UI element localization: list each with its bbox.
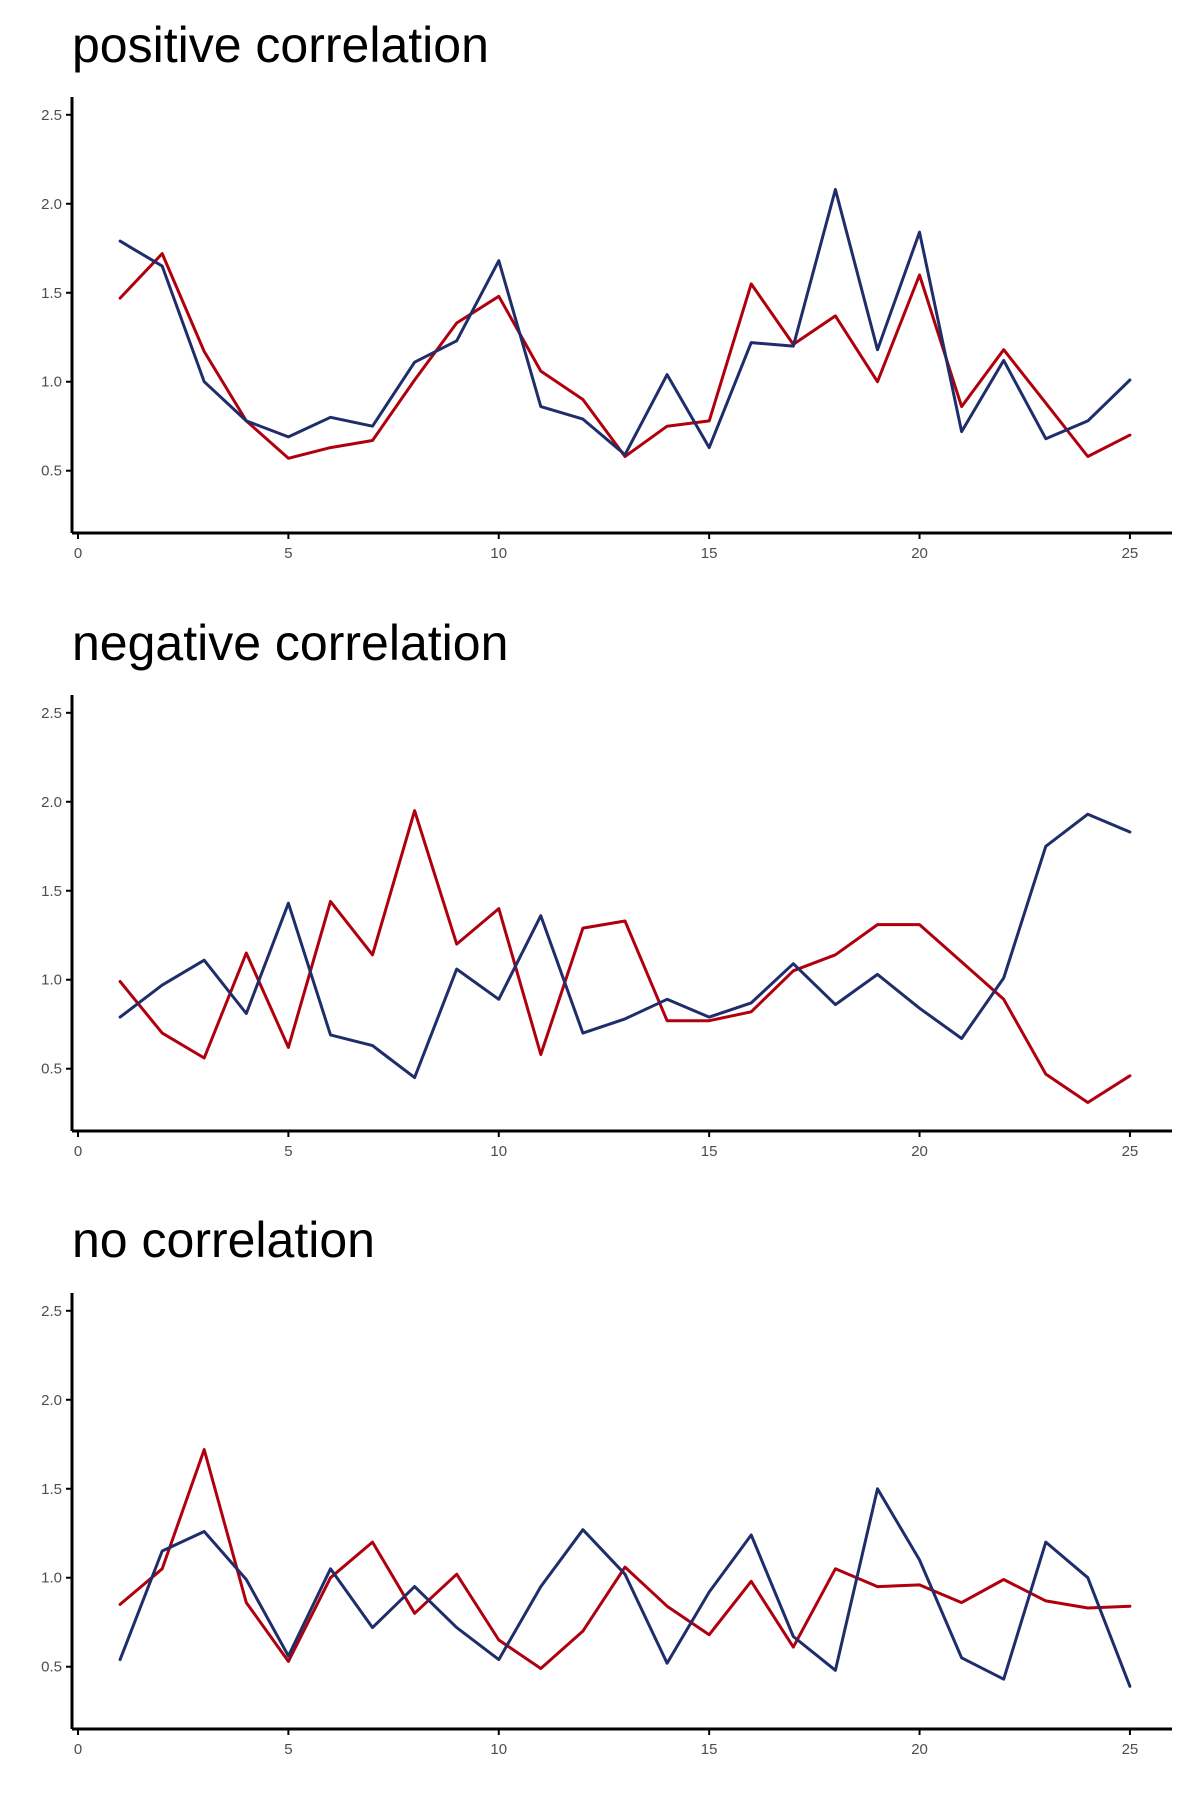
- x-tick-label: 5: [284, 545, 292, 562]
- y-tick-label: 1.0: [41, 972, 62, 989]
- x-tick-label: 25: [1122, 545, 1139, 562]
- x-tick-label: 10: [490, 1143, 507, 1160]
- x-tick-label: 5: [284, 1741, 292, 1758]
- panel-title: negative correlation: [72, 615, 508, 671]
- x-tick-label: 20: [911, 1143, 928, 1160]
- y-tick-label: 1.5: [41, 285, 62, 302]
- series-line-2: [118, 188, 1132, 457]
- x-tick-label: 10: [490, 545, 507, 562]
- y-tick-label: 0.5: [41, 1061, 62, 1078]
- y-tick-label: 1.0: [41, 374, 62, 391]
- x-tick-label: 25: [1122, 1741, 1139, 1758]
- panel-no-correlation: no correlation 0.5 1.0 1.5 2.0 2.5 0 5 10 15 20 25: [41, 1212, 1172, 1758]
- y-tick-label: 2.0: [41, 196, 62, 213]
- y-tick-label: 0.5: [41, 1659, 62, 1676]
- x-tick-label: 25: [1122, 1143, 1139, 1160]
- y-tick-label: 2.0: [41, 794, 62, 811]
- x-tick-label: 20: [911, 1741, 928, 1758]
- x-tick-label: 0: [74, 545, 82, 562]
- y-tick-label: 2.0: [41, 1392, 62, 1409]
- x-tick-label: 15: [701, 1741, 718, 1758]
- panel-title: positive correlation: [72, 17, 489, 73]
- y-tick-label: 1.5: [41, 883, 62, 900]
- panel-title: no correlation: [72, 1212, 375, 1268]
- series-line-2: [118, 1487, 1132, 1688]
- x-tick-label: 10: [490, 1741, 507, 1758]
- x-tick-label: 20: [911, 545, 928, 562]
- series-line-1: [118, 1448, 1132, 1670]
- x-tick-label: 0: [74, 1741, 82, 1758]
- series-line-2: [118, 812, 1132, 1080]
- series-line-1: [118, 809, 1132, 1104]
- y-tick-label: 1.0: [41, 1570, 62, 1587]
- panel-negative-correlation: negative correlation 0.5 1.0 1.5 2.0 2.5 0 5 10…: [41, 615, 1172, 1160]
- series-line-1: [118, 252, 1132, 460]
- x-tick-label: 5: [284, 1143, 292, 1160]
- y-tick-label: 1.5: [41, 1481, 62, 1498]
- x-tick-label: 15: [701, 545, 718, 562]
- y-tick-label: 2.5: [41, 107, 62, 124]
- x-tick-label: 0: [74, 1143, 82, 1160]
- y-tick-label: 2.5: [41, 705, 62, 722]
- y-tick-label: 2.5: [41, 1303, 62, 1320]
- x-tick-label: 15: [701, 1143, 718, 1160]
- y-tick-label: 0.5: [41, 463, 62, 480]
- panel-positive-correlation: positive correlation 0.5 1.0 1.5 2.0 2.5 0 5 10…: [41, 17, 1172, 562]
